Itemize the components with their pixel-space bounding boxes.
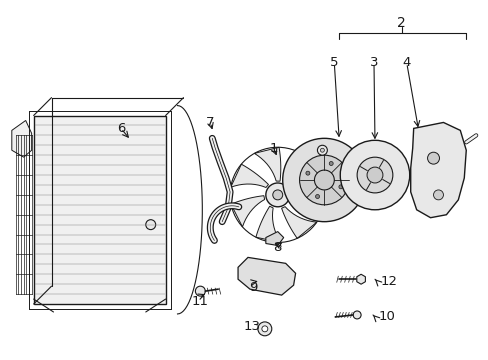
Circle shape: [356, 157, 392, 193]
Circle shape: [195, 286, 205, 296]
Circle shape: [433, 190, 443, 200]
Polygon shape: [12, 121, 32, 157]
Circle shape: [272, 190, 282, 200]
Text: 3: 3: [369, 57, 378, 69]
Text: 1: 1: [269, 142, 278, 155]
Polygon shape: [254, 147, 280, 181]
Circle shape: [299, 155, 348, 205]
Circle shape: [305, 171, 309, 175]
Text: 8: 8: [273, 241, 282, 254]
Circle shape: [145, 220, 155, 230]
Text: 12: 12: [380, 275, 397, 288]
Circle shape: [262, 326, 267, 332]
Text: 2: 2: [397, 16, 406, 30]
Polygon shape: [287, 151, 315, 188]
Text: 9: 9: [248, 281, 257, 294]
Text: 11: 11: [191, 294, 208, 307]
Polygon shape: [281, 207, 316, 238]
Circle shape: [315, 194, 319, 198]
Circle shape: [320, 148, 324, 152]
Polygon shape: [230, 164, 268, 188]
Circle shape: [366, 167, 382, 183]
Polygon shape: [34, 116, 165, 304]
Circle shape: [314, 170, 334, 190]
Circle shape: [338, 185, 342, 189]
Circle shape: [317, 145, 326, 155]
Polygon shape: [238, 257, 295, 295]
Polygon shape: [265, 231, 283, 246]
Circle shape: [328, 162, 332, 166]
Text: 4: 4: [402, 57, 410, 69]
Circle shape: [282, 138, 366, 222]
Text: 13: 13: [243, 320, 260, 333]
Text: 5: 5: [329, 57, 338, 69]
Polygon shape: [290, 181, 323, 207]
Circle shape: [352, 311, 360, 319]
Polygon shape: [255, 206, 280, 242]
Polygon shape: [356, 274, 365, 284]
Text: 7: 7: [205, 116, 214, 129]
Text: 10: 10: [378, 310, 394, 323]
Text: 6: 6: [117, 122, 125, 135]
Polygon shape: [410, 122, 466, 218]
Circle shape: [265, 183, 289, 207]
Polygon shape: [230, 196, 264, 227]
Circle shape: [257, 322, 271, 336]
Circle shape: [427, 152, 439, 164]
Circle shape: [340, 140, 409, 210]
